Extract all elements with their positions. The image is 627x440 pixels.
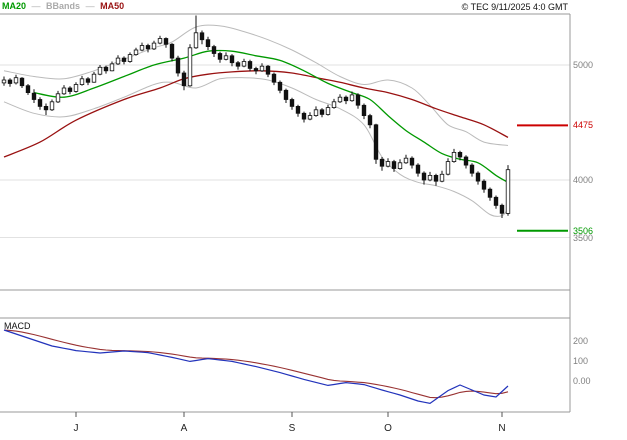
month-label-july: J	[73, 423, 79, 434]
month-label-august: A	[180, 423, 188, 434]
price-tick-3500: 3500	[573, 233, 594, 243]
price-tick-4000: 4000	[573, 175, 594, 185]
legend: MA20 — BBands — MA50	[2, 1, 127, 11]
price-tick-5000: 5000	[573, 60, 594, 70]
macd-tick-0: 0.00	[573, 376, 591, 386]
legend-ma50-label: MA50	[100, 1, 125, 11]
resistance-marker-label: 4475	[573, 120, 594, 130]
support-marker-label: 3506	[573, 226, 594, 236]
legend-separator: —	[85, 1, 95, 11]
month-label-october: O	[384, 423, 392, 434]
month-label-september: S	[288, 423, 296, 434]
month-label-november: N	[498, 423, 506, 434]
copyright-text: © TEC 9/11/2025 4:0 GMT	[461, 2, 568, 12]
macd-tick-200: 200	[573, 336, 589, 346]
macd-panel-title: MACD	[4, 321, 31, 331]
legend-separator: —	[31, 1, 41, 11]
macd-tick-100: 100	[573, 356, 589, 366]
legend-bbands-label: BBands	[46, 1, 81, 11]
legend-ma20-label: MA20	[2, 1, 27, 11]
